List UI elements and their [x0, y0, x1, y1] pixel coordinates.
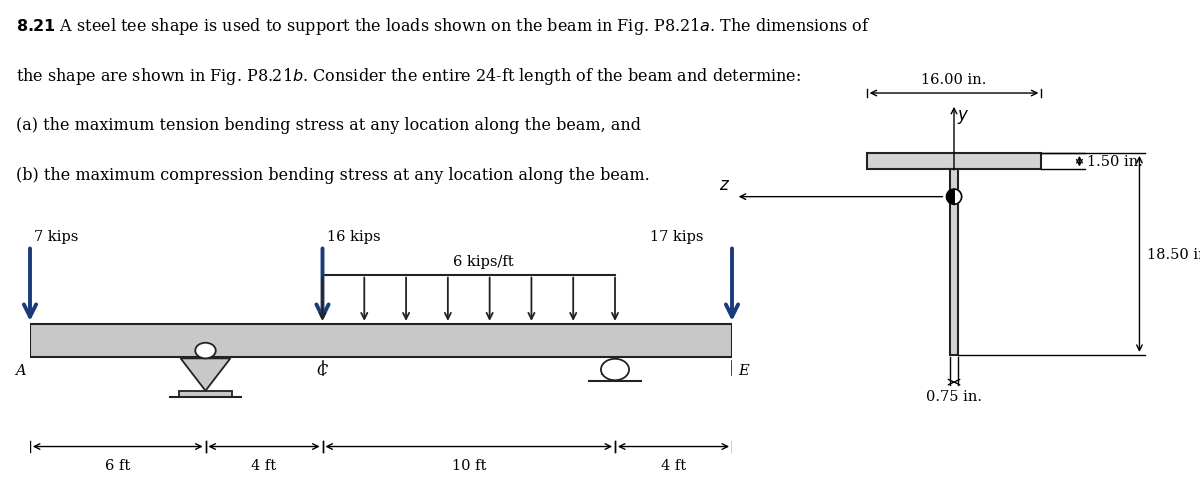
Text: 6 kips/ft: 6 kips/ft: [454, 254, 514, 268]
Text: 4 ft: 4 ft: [252, 458, 276, 472]
Text: (a) the maximum tension bending stress at any location along the beam, and: (a) the maximum tension bending stress a…: [16, 117, 641, 133]
Text: C: C: [317, 363, 328, 377]
Polygon shape: [954, 190, 961, 205]
Text: $y$: $y$: [958, 108, 970, 126]
Text: D: D: [600, 363, 612, 377]
Text: 6 ft: 6 ft: [106, 458, 131, 472]
Bar: [30, 324, 732, 358]
Bar: [866, 154, 1042, 170]
Text: 4 ft: 4 ft: [661, 458, 686, 472]
Text: B: B: [191, 363, 202, 377]
Circle shape: [196, 343, 216, 359]
Circle shape: [601, 359, 629, 381]
Bar: [179, 391, 232, 397]
Polygon shape: [947, 190, 954, 205]
Text: 18.50 in.: 18.50 in.: [1147, 247, 1200, 262]
Polygon shape: [181, 359, 230, 391]
Text: the shape are shown in Fig. P8.21$b$. Consider the entire 24-ft length of the be: the shape are shown in Fig. P8.21$b$. Co…: [16, 66, 800, 87]
Text: 0.75 in.: 0.75 in.: [926, 389, 982, 403]
Text: $z$: $z$: [719, 177, 731, 194]
Text: 1.50 in.: 1.50 in.: [1087, 155, 1142, 169]
Text: A: A: [16, 363, 26, 377]
Text: (b) the maximum compression bending stress at any location along the beam.: (b) the maximum compression bending stre…: [16, 167, 649, 184]
Text: 7 kips: 7 kips: [35, 230, 79, 244]
Text: 10 ft: 10 ft: [451, 458, 486, 472]
Text: 16.00 in.: 16.00 in.: [922, 73, 986, 87]
Text: E: E: [738, 363, 749, 377]
Text: 16 kips: 16 kips: [326, 230, 380, 244]
Text: $\mathbf{8.21}$ A steel tee shape is used to support the loads shown on the beam: $\mathbf{8.21}$ A steel tee shape is use…: [16, 16, 870, 36]
Text: 17 kips: 17 kips: [650, 230, 703, 244]
Bar: [950, 170, 958, 355]
